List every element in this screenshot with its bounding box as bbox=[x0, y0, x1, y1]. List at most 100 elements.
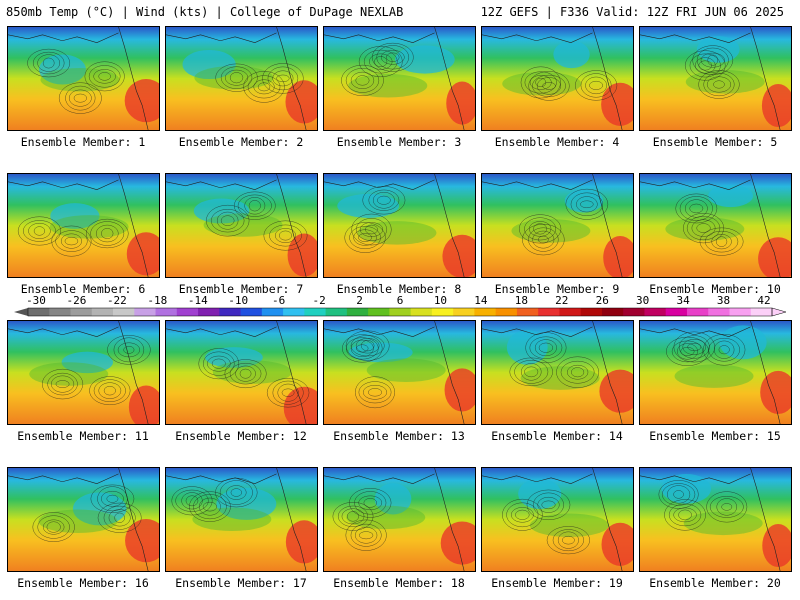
temperature-map bbox=[166, 468, 317, 571]
ensemble-member-panel bbox=[481, 320, 634, 425]
ensemble-member-panel bbox=[639, 467, 792, 572]
temperature-colorbar: -30 -26 -22 -18 -14 -10 -6 -2 2 6 10 14 18 22 26 30 34 38… bbox=[0, 294, 800, 318]
ensemble-member-panel bbox=[639, 320, 792, 425]
colorbar-swatch bbox=[113, 308, 135, 316]
ensemble-member-label: Ensemble Member: 2 bbox=[178, 135, 304, 149]
temperature-map bbox=[166, 174, 317, 277]
ensemble-member-label: Ensemble Member: 12 bbox=[175, 429, 307, 443]
colorbar-tick-label: -14 bbox=[187, 294, 208, 307]
ensemble-member-label: Ensemble Member: 1 bbox=[20, 135, 146, 149]
temperature-map bbox=[482, 174, 633, 277]
colorbar-swatch bbox=[474, 308, 497, 316]
colorbar-swatch bbox=[368, 308, 390, 316]
colorbar-swatch bbox=[686, 308, 709, 316]
temperature-map bbox=[482, 27, 633, 130]
temperature-map bbox=[640, 468, 791, 571]
header-right-title: 12Z GEFS | F336 Valid: 12Z FRI JUN 06 20… bbox=[480, 5, 784, 19]
ensemble-member-panel bbox=[323, 320, 476, 425]
colorbar-swatch bbox=[91, 308, 114, 316]
colorbar-swatch bbox=[49, 308, 72, 316]
colorbar-tick-label: 34 bbox=[676, 294, 690, 307]
colorbar-tick-label: -10 bbox=[228, 294, 249, 307]
colorbar-swatch bbox=[431, 308, 454, 316]
ensemble-member-label: Ensemble Member: 17 bbox=[175, 576, 307, 590]
colorbar-swatch bbox=[155, 308, 178, 316]
colorbar-swatch bbox=[729, 308, 752, 316]
colorbar-swatch bbox=[283, 308, 305, 316]
colorbar-swatch bbox=[410, 308, 433, 316]
colorbar-tick-label: -26 bbox=[66, 294, 87, 307]
colorbar-swatch bbox=[240, 308, 263, 316]
colorbar-tick-label: 18 bbox=[514, 294, 528, 307]
colorbar-tick-label: -2 bbox=[312, 294, 326, 307]
colorbar-swatch bbox=[304, 308, 327, 316]
colorbar-tick-label: 2 bbox=[356, 294, 363, 307]
colorbar-tick-label: 6 bbox=[396, 294, 404, 307]
colorbar-swatch bbox=[623, 308, 645, 316]
ensemble-member-panel bbox=[7, 173, 160, 278]
ensemble-member-panel bbox=[481, 173, 634, 278]
colorbar-tick-label: 38 bbox=[716, 294, 731, 307]
colorbar-swatch bbox=[346, 308, 369, 316]
temperature-map bbox=[324, 174, 475, 277]
colorbar-swatch bbox=[28, 308, 50, 316]
ensemble-member-label: Ensemble Member: 5 bbox=[652, 135, 778, 149]
colorbar-swatch bbox=[644, 308, 667, 316]
temperature-map bbox=[482, 468, 633, 571]
ensemble-member-label: Ensemble Member: 4 bbox=[494, 135, 620, 149]
ensemble-member-panel bbox=[481, 467, 634, 572]
colorbar-swatch bbox=[559, 308, 582, 316]
colorbar-tick-label: 30 bbox=[636, 294, 650, 307]
temperature-map bbox=[8, 174, 159, 277]
colorbar-swatch bbox=[70, 308, 93, 316]
colorbar-tick-label: -30 bbox=[26, 294, 46, 307]
colorbar-tick-label: 14 bbox=[474, 294, 488, 307]
ensemble-member-label: Ensemble Member: 11 bbox=[17, 429, 149, 443]
colorbar-strip bbox=[14, 307, 787, 317]
colorbar-swatch bbox=[495, 308, 518, 316]
temperature-map bbox=[324, 27, 475, 130]
colorbar-swatch bbox=[665, 308, 688, 316]
colorbar-tick-labels: -30 -26 -22 -18 -14 -10 -6 -2 2 6 10 14 18 22 26 30 34 38… bbox=[0, 294, 800, 307]
colorbar-swatch bbox=[198, 308, 220, 316]
temperature-map bbox=[324, 468, 475, 571]
ensemble-member-panel bbox=[7, 26, 160, 131]
colorbar-swatch bbox=[516, 308, 539, 316]
colorbar-tick-label: 26 bbox=[595, 294, 609, 307]
colorbar-swatch bbox=[580, 308, 603, 316]
ensemble-member-panel bbox=[7, 320, 160, 425]
colorbar-tick-label: 42 bbox=[757, 294, 771, 307]
colorbar-left-arrow bbox=[14, 308, 28, 316]
ensemble-member-label: Ensemble Member: 13 bbox=[333, 429, 465, 443]
colorbar-swatch bbox=[176, 308, 199, 316]
colorbar-swatch bbox=[261, 308, 284, 316]
ensemble-member-label: Ensemble Member: 15 bbox=[649, 429, 781, 443]
ensemble-member-label: Ensemble Member: 8 bbox=[336, 282, 462, 296]
colorbar-swatch bbox=[708, 308, 730, 316]
ensemble-member-panel bbox=[323, 467, 476, 572]
colorbar-right-arrow bbox=[771, 307, 787, 317]
temperature-map bbox=[8, 321, 159, 424]
ensemble-member-label: Ensemble Member: 14 bbox=[491, 429, 623, 443]
temperature-map bbox=[640, 27, 791, 130]
colorbar-swatch bbox=[134, 308, 157, 316]
ensemble-member-panel bbox=[165, 173, 318, 278]
ensemble-member-label: Ensemble Member: 16 bbox=[17, 576, 149, 590]
colorbar-tick-label: 10 bbox=[433, 294, 448, 307]
ensemble-member-panel bbox=[639, 26, 792, 131]
colorbar-tick-label: -18 bbox=[147, 294, 168, 307]
ensemble-member-label: Ensemble Member: 10 bbox=[649, 282, 781, 296]
ensemble-member-label: Ensemble Member: 19 bbox=[491, 576, 623, 590]
header-left-title: 850mb Temp (°C) | Wind (kts) | College o… bbox=[6, 5, 404, 19]
ensemble-member-label: Ensemble Member: 18 bbox=[333, 576, 465, 590]
temperature-map bbox=[166, 321, 317, 424]
temperature-map bbox=[8, 468, 159, 571]
colorbar-tick-label: -22 bbox=[106, 294, 127, 307]
colorbar-swatch bbox=[538, 308, 560, 316]
temperature-map bbox=[324, 321, 475, 424]
colorbar-swatch bbox=[453, 308, 475, 316]
colorbar-swatch bbox=[325, 308, 348, 316]
colorbar-swatch bbox=[750, 308, 773, 316]
colorbar-tick-label: 22 bbox=[555, 294, 569, 307]
ensemble-member-panel bbox=[323, 26, 476, 131]
